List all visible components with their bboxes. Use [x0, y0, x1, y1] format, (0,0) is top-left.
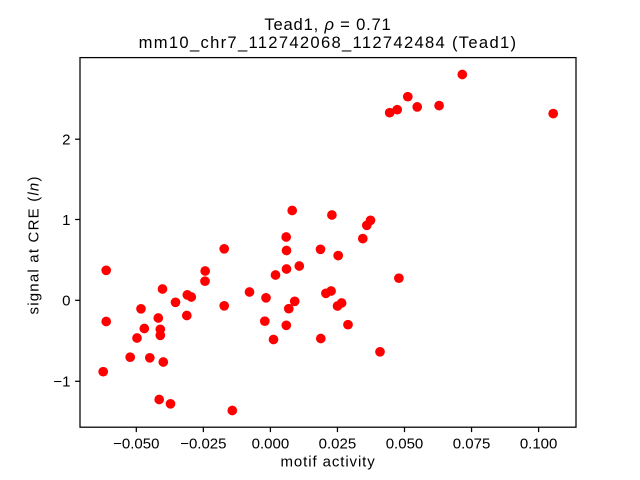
- svg-text:motif activity: motif activity: [281, 454, 376, 471]
- svg-text:0.025: 0.025: [319, 436, 357, 453]
- svg-text:Tead1, ρ = 0.71: Tead1, ρ = 0.71: [264, 15, 391, 34]
- svg-text:−1: −1: [53, 374, 70, 391]
- svg-text:0.100: 0.100: [520, 436, 558, 453]
- svg-text:−0.025: −0.025: [180, 436, 226, 453]
- svg-text:1: 1: [62, 212, 70, 229]
- svg-text:0.050: 0.050: [386, 436, 424, 453]
- svg-text:0: 0: [62, 293, 70, 310]
- svg-text:signal at CRE (ln): signal at CRE (ln): [26, 175, 43, 314]
- svg-text:0.000: 0.000: [252, 436, 290, 453]
- svg-text:−0.050: −0.050: [113, 436, 159, 453]
- svg-text:0.075: 0.075: [453, 436, 491, 453]
- svg-text:mm10_chr7_112742068_112742484: mm10_chr7_112742068_112742484 (Tead1): [139, 33, 518, 52]
- svg-text:2: 2: [62, 132, 70, 149]
